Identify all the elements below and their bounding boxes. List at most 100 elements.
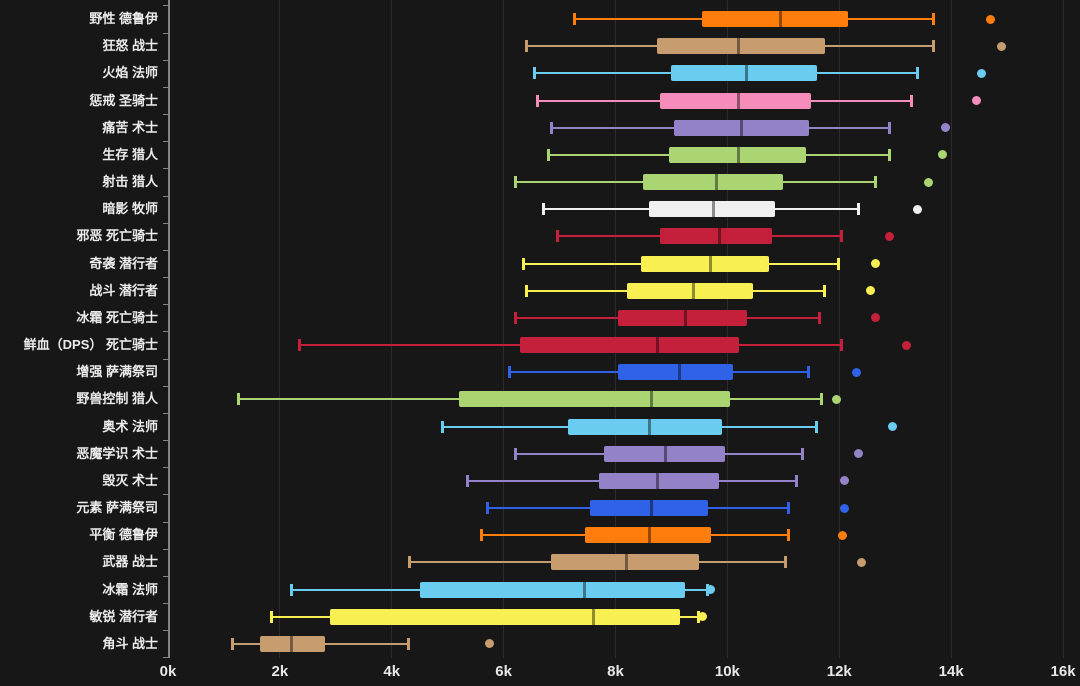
whisker-cap-min (541, 203, 545, 216)
box[interactable] (260, 635, 325, 652)
outlier-dot[interactable] (865, 286, 875, 296)
box[interactable] (626, 282, 753, 299)
x-axis-label: 10k (714, 663, 740, 680)
whisker-cap-max (806, 366, 810, 379)
y-axis-tick (163, 32, 168, 34)
box[interactable] (671, 65, 817, 82)
whisker-cap-min (555, 230, 559, 243)
box[interactable] (668, 146, 806, 163)
whisker-cap-min (533, 67, 537, 80)
outlier-dot[interactable] (706, 585, 716, 595)
y-axis-tick (163, 304, 168, 306)
box[interactable] (618, 309, 747, 326)
whisker-cap-min (550, 121, 554, 134)
outlier-dot[interactable] (840, 503, 850, 513)
median-line (650, 391, 654, 408)
box[interactable] (657, 38, 826, 55)
outlier-dot[interactable] (871, 313, 881, 323)
y-axis-tick (163, 168, 168, 170)
box[interactable] (584, 527, 711, 544)
outlier-dot[interactable] (913, 204, 923, 214)
y-axis-tick (163, 603, 168, 605)
box[interactable] (649, 201, 775, 218)
box[interactable] (674, 119, 809, 136)
outlier-dot[interactable] (971, 96, 981, 105)
outlier-dot[interactable] (854, 449, 864, 459)
outlier-dot[interactable] (837, 530, 847, 540)
median-line (692, 282, 696, 299)
whisker-cap-max (817, 311, 821, 324)
outlier-dot[interactable] (977, 68, 987, 78)
box[interactable] (660, 228, 773, 245)
y-axis-tick (163, 277, 168, 279)
whisker-cap-max (800, 447, 804, 460)
y-axis-tick (163, 141, 168, 143)
box[interactable] (640, 255, 770, 272)
outlier-dot[interactable] (887, 422, 897, 432)
y-axis-tick (163, 59, 168, 61)
box[interactable] (419, 581, 686, 598)
outlier-dot[interactable] (901, 340, 911, 350)
box[interactable] (660, 92, 812, 109)
y-axis-label: 痛苦 术士 (102, 119, 158, 135)
outlier-dot[interactable] (985, 14, 995, 24)
outlier-dot[interactable] (885, 231, 895, 241)
y-axis-tick (163, 195, 168, 197)
y-axis-tick (163, 630, 168, 632)
outlier-dot[interactable] (857, 557, 867, 567)
median-line (709, 255, 713, 272)
box[interactable] (604, 445, 725, 462)
whisker-cap-max (910, 94, 913, 107)
y-axis-label: 敏锐 潜行者 (89, 608, 158, 624)
outlier-dot[interactable] (997, 41, 1006, 51)
median-line (647, 418, 651, 435)
x-gridline (950, 0, 952, 658)
whisker-cap-min (513, 447, 517, 460)
median-line (289, 635, 293, 652)
box[interactable] (330, 608, 680, 625)
y-axis-label: 平衡 德鲁伊 (89, 527, 158, 543)
whisker-cap-max (786, 502, 790, 515)
whisker-cap-min (290, 583, 294, 596)
x-gridline (391, 0, 393, 658)
whisker-cap-min (508, 366, 512, 379)
box[interactable] (551, 554, 700, 571)
box[interactable] (643, 174, 784, 191)
whisker-cap-max (873, 176, 877, 189)
y-axis-tick (163, 222, 168, 224)
whisker-cap-max (814, 420, 818, 433)
x-gridline (503, 0, 505, 658)
box[interactable] (618, 364, 733, 381)
y-axis-tick (163, 86, 168, 88)
median-line (664, 445, 668, 462)
x-axis-label: 4k (383, 663, 401, 680)
outlier-dot[interactable] (485, 639, 495, 649)
x-axis-label: 6k (495, 663, 512, 680)
box[interactable] (590, 500, 708, 517)
box[interactable] (567, 418, 722, 435)
outlier-dot[interactable] (871, 259, 881, 269)
x-axis-label: 8k (607, 663, 624, 680)
outlier-dot[interactable] (851, 367, 861, 377)
y-axis-tick (163, 467, 168, 469)
whisker-cap-min (298, 339, 302, 352)
outlier-dot[interactable] (941, 123, 951, 133)
whisker-cap-min (525, 40, 529, 53)
y-axis-label: 生存 猎人 (102, 146, 158, 162)
outlier-dot[interactable] (840, 476, 850, 486)
box[interactable] (520, 337, 739, 354)
outlier-dot[interactable] (697, 612, 707, 622)
box[interactable] (598, 472, 719, 489)
box[interactable] (458, 391, 731, 408)
y-axis-tick (163, 412, 168, 414)
outlier-dot[interactable] (938, 150, 948, 160)
median-line (711, 201, 715, 218)
y-axis-label: 武器 战士 (102, 554, 158, 570)
box[interactable] (702, 11, 848, 27)
y-axis-label: 暗影 牧师 (102, 201, 158, 217)
outlier-dot[interactable] (924, 177, 934, 187)
median-line (583, 581, 587, 598)
outlier-dot[interactable] (831, 394, 841, 404)
whisker-cap-min (236, 393, 240, 406)
y-axis-tick (163, 385, 168, 387)
